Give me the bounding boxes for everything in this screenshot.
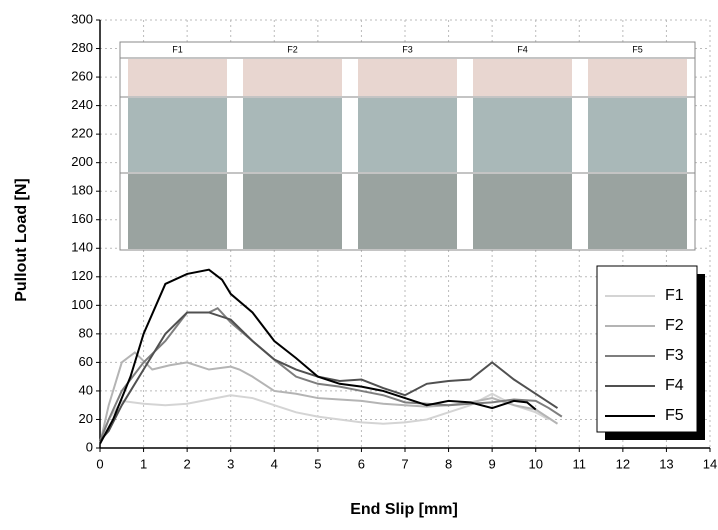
inset-photo <box>588 59 687 96</box>
inset-photo <box>588 98 687 172</box>
y-tick-label: 120 <box>71 268 93 283</box>
inset-label: F5 <box>632 44 643 54</box>
inset-photo <box>473 98 572 172</box>
inset-photo <box>243 174 342 249</box>
x-tick-label: 4 <box>271 456 278 471</box>
y-tick-label: 300 <box>71 11 93 26</box>
x-tick-label: 2 <box>184 456 191 471</box>
inset-photo <box>473 59 572 96</box>
legend-label: F1 <box>665 287 684 304</box>
legend-label: F4 <box>665 377 684 394</box>
inset-photo <box>128 174 227 249</box>
y-tick-label: 0 <box>86 439 93 454</box>
x-tick-label: 13 <box>659 456 673 471</box>
legend <box>596 265 698 433</box>
y-tick-label: 40 <box>79 382 93 397</box>
x-tick-label: 10 <box>528 456 542 471</box>
x-tick-label: 0 <box>96 456 103 471</box>
x-tick-label: 9 <box>489 456 496 471</box>
inset-label: F4 <box>517 44 528 54</box>
y-tick-label: 140 <box>71 240 93 255</box>
x-tick-label: 7 <box>401 456 408 471</box>
inset-photo <box>128 98 227 172</box>
legend-label: F2 <box>665 317 684 334</box>
inset-label: F3 <box>402 44 413 54</box>
inset-photo <box>358 174 457 249</box>
inset-photo <box>588 174 687 249</box>
inset-label: F1 <box>172 44 183 54</box>
y-tick-label: 280 <box>71 40 93 55</box>
y-tick-label: 240 <box>71 97 93 112</box>
series-line <box>99 306 563 442</box>
inset-photo <box>243 59 342 96</box>
series-line <box>99 392 550 445</box>
x-axis-title: End Slip [mm] <box>350 501 458 518</box>
x-tick-label: 8 <box>445 456 452 471</box>
y-tick-label: 160 <box>71 211 93 226</box>
x-tick-label: 12 <box>616 456 630 471</box>
inset-photo <box>358 59 457 96</box>
inset-label: F2 <box>287 44 298 54</box>
y-axis-title: Pullout Load [N] <box>13 178 30 302</box>
y-tick-label: 200 <box>71 154 93 169</box>
inset-photo <box>473 174 572 249</box>
series-line <box>99 268 537 445</box>
x-tick-label: 1 <box>140 456 147 471</box>
inset-photo <box>243 98 342 172</box>
x-tick-label: 6 <box>358 456 365 471</box>
y-tick-label: 20 <box>79 411 93 426</box>
inset-photo <box>128 59 227 96</box>
y-tick-label: 80 <box>79 325 93 340</box>
y-tick-label: 220 <box>71 126 93 141</box>
y-tick-label: 60 <box>79 354 93 369</box>
y-tick-label: 180 <box>71 183 93 198</box>
x-tick-label: 3 <box>227 456 234 471</box>
x-tick-label: 11 <box>573 456 587 471</box>
legend-label: F3 <box>665 347 684 364</box>
y-tick-label: 260 <box>71 69 93 84</box>
x-tick-label: 14 <box>703 456 717 471</box>
inset-photo <box>358 98 457 172</box>
y-tick-label: 100 <box>71 297 93 312</box>
x-tick-label: 5 <box>314 456 321 471</box>
series-line <box>99 311 559 442</box>
legend-label: F5 <box>665 407 684 424</box>
